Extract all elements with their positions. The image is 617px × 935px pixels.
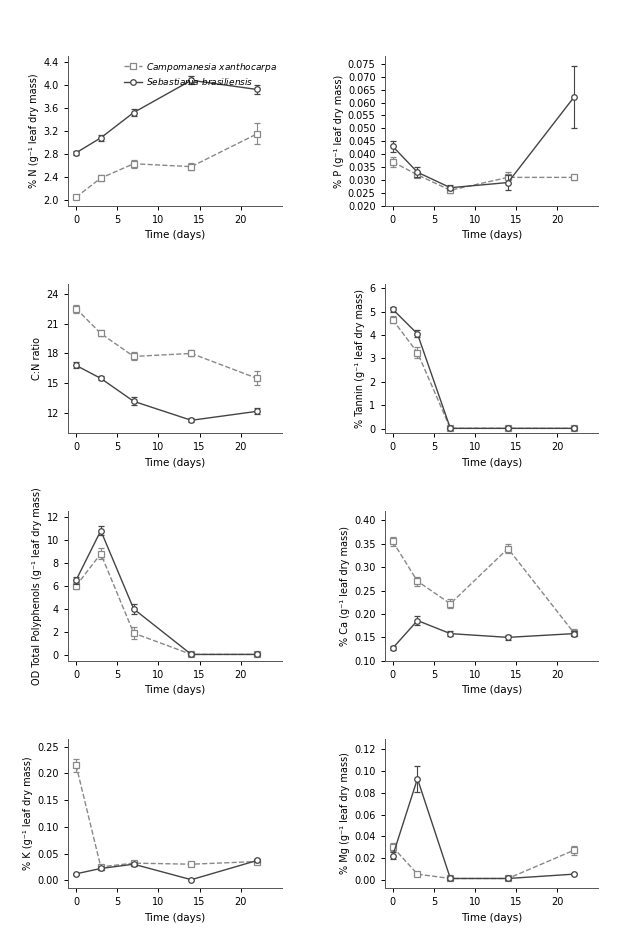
Y-axis label: % P (g⁻¹ leaf dry mass): % P (g⁻¹ leaf dry mass): [334, 74, 344, 188]
Y-axis label: % Ca (g⁻¹ leaf dry mass): % Ca (g⁻¹ leaf dry mass): [340, 525, 350, 646]
Legend: $\it{Campomanesia\ xanthocarpa}$, $\it{Sebastiania\ brasiliensis}$: $\it{Campomanesia\ xanthocarpa}$, $\it{S…: [124, 61, 277, 87]
X-axis label: Time (days): Time (days): [144, 685, 205, 696]
Y-axis label: % K (g⁻¹ leaf dry mass): % K (g⁻¹ leaf dry mass): [23, 756, 33, 870]
X-axis label: Time (days): Time (days): [461, 913, 522, 923]
X-axis label: Time (days): Time (days): [144, 230, 205, 240]
X-axis label: Time (days): Time (days): [461, 685, 522, 696]
Y-axis label: % N (g⁻¹ leaf dry mass): % N (g⁻¹ leaf dry mass): [29, 74, 39, 188]
Y-axis label: OD Total Polyphenols (g⁻¹ leaf dry mass): OD Total Polyphenols (g⁻¹ leaf dry mass): [32, 487, 43, 684]
Y-axis label: % Tannin (g⁻¹ leaf dry mass): % Tannin (g⁻¹ leaf dry mass): [355, 289, 365, 428]
X-axis label: Time (days): Time (days): [461, 230, 522, 240]
Y-axis label: C:N ratio: C:N ratio: [32, 337, 43, 380]
X-axis label: Time (days): Time (days): [144, 458, 205, 468]
Y-axis label: % Mg (g⁻¹ leaf dry mass): % Mg (g⁻¹ leaf dry mass): [340, 753, 350, 874]
X-axis label: Time (days): Time (days): [461, 458, 522, 468]
X-axis label: Time (days): Time (days): [144, 913, 205, 923]
